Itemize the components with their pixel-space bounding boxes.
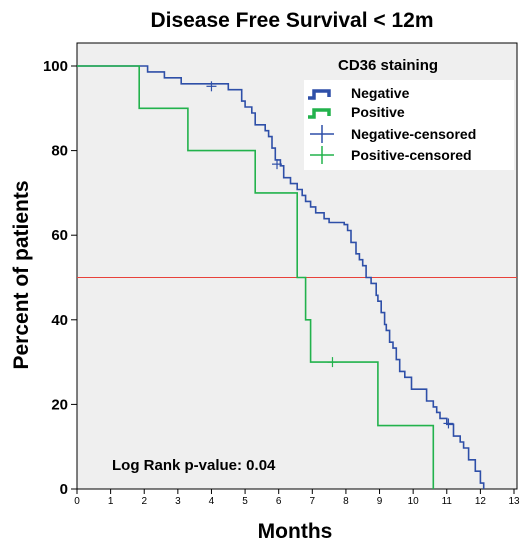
y-tick-label: 80 (51, 143, 68, 160)
y-tick-label: 0 (60, 481, 68, 498)
y-tick-label: 60 (51, 227, 68, 244)
x-tick-label: 1 (108, 496, 114, 507)
legend-box (304, 80, 514, 170)
legend-title: CD36 staining (338, 57, 438, 74)
y-tick-label: 100 (43, 58, 68, 75)
censor-mark-positive (327, 357, 338, 368)
logrank-annotation: Log Rank p-value: 0.04 (112, 457, 276, 474)
x-tick-label: 6 (276, 496, 282, 507)
x-tick-label: 0 (74, 496, 80, 507)
series-layer (77, 65, 485, 489)
series-positive-line (77, 65, 435, 489)
legend-positive-censored-label: Positive-censored (351, 147, 472, 163)
legend-negative-censored-label: Negative-censored (351, 126, 476, 142)
series-negative-line (77, 65, 485, 489)
legend-negative-swatch (308, 89, 331, 100)
legend-negative-censored-swatch (310, 125, 334, 143)
y-axis-title: Percent of patients (10, 180, 33, 369)
legend: CD36 staining Negative Positive Negative… (304, 57, 514, 170)
x-tick-label: 9 (377, 496, 383, 507)
censor-mark-negative (272, 159, 283, 170)
x-tick-label: 8 (343, 496, 349, 507)
y-tick-label: 40 (51, 312, 68, 329)
x-tick-label: 5 (242, 496, 248, 507)
legend-positive-censored-swatch (310, 146, 334, 164)
x-tick-label: 11 (442, 496, 453, 507)
x-tick-label: 12 (475, 496, 487, 507)
legend-negative-label: Negative (351, 85, 410, 101)
x-tick-label: 13 (508, 496, 520, 507)
y-axis: 0 20 40 60 80 100 (43, 58, 77, 498)
x-tick-label: 2 (141, 496, 147, 507)
x-tick-label: 4 (209, 496, 215, 507)
legend-positive-swatch (308, 108, 331, 119)
censor-mark-negative (443, 418, 454, 429)
x-axis-title: Months (258, 520, 333, 543)
chart-title: Disease Free Survival < 12m (150, 9, 433, 32)
y-tick-label: 20 (51, 396, 68, 413)
censor-mark-negative (206, 81, 217, 92)
legend-positive-label: Positive (351, 104, 405, 120)
x-tick-label: 10 (408, 496, 420, 507)
x-tick-label: 3 (175, 496, 181, 507)
x-tick-label: 7 (310, 496, 316, 507)
x-axis: 0 1 2 3 4 5 6 7 8 9 10 11 12 13 (74, 489, 520, 507)
